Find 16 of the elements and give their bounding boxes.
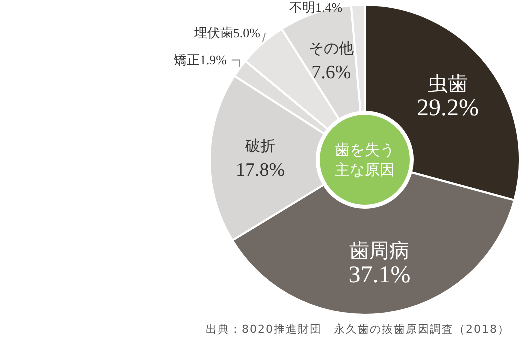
slice-label: 歯周病 bbox=[350, 240, 410, 262]
text: 歯を失う主な原因 bbox=[334, 140, 396, 180]
source-note: 出典：8020推進財団 永久歯の抜歯原因調査（2018） bbox=[205, 322, 511, 337]
data-label: 29.2% bbox=[416, 95, 479, 122]
slice-label: 埋伏歯 bbox=[193, 26, 234, 41]
data-label: 1.4% bbox=[315, 0, 343, 15]
slice-label: 矯正 bbox=[174, 52, 200, 68]
data-label: 1.9% bbox=[200, 52, 228, 68]
data-label: 17.8% bbox=[236, 160, 286, 182]
data-label: 5.0% bbox=[233, 26, 261, 41]
slice-label: その他 bbox=[308, 40, 354, 58]
data-label: 37.1% bbox=[348, 262, 411, 288]
slice-label: 破折 bbox=[244, 138, 276, 156]
data-label: 7.6% bbox=[312, 62, 352, 84]
slice-label: 不明 bbox=[289, 0, 316, 15]
slice-label: 虫歯 bbox=[428, 73, 468, 96]
